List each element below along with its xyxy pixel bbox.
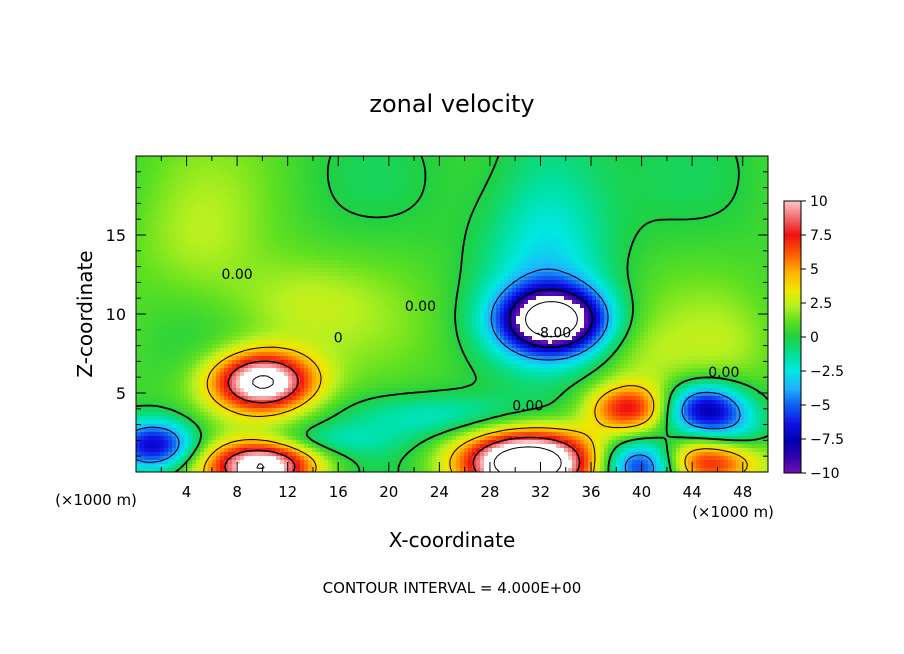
x-unit-label-right: (×1000 m) [692, 503, 774, 521]
chart-title: zonal velocity [369, 90, 534, 118]
x-tick-label: 44 [683, 483, 702, 501]
colorbar-tick-label: 2.5 [810, 296, 832, 312]
colorbar-tick-label: −2.5 [810, 364, 844, 380]
contour-label: 0.00 [405, 299, 436, 315]
contour-level-8 [224, 360, 581, 472]
contour-label: 0 [334, 330, 343, 346]
colorbar-tick-label: 5 [810, 262, 819, 278]
y-axis-ticks: 5 10 15 [106, 171, 768, 457]
x-tick-label: 28 [480, 483, 499, 501]
contour-labels: 0.00 0.00 0 0.00 0.00 -8.00 [222, 267, 740, 414]
x-tick-label: 16 [329, 483, 348, 501]
x-axis-label: X-coordinate [389, 528, 516, 552]
contour-label: 0.00 [708, 365, 739, 381]
x-tick-label: 12 [278, 483, 297, 501]
y-tick-label: 10 [106, 305, 126, 324]
colorbar-tick-label: −10 [810, 466, 840, 482]
y-tick-label: 5 [116, 384, 126, 403]
velocity-field [136, 156, 768, 472]
contour-level-neg12 [525, 301, 578, 338]
contour-label: 0.00 [222, 267, 253, 283]
colorbar-tick-label: −7.5 [810, 432, 844, 448]
y-axis-label: Z-coordinate [73, 250, 97, 377]
x-tick-label: 4 [182, 483, 192, 501]
contour-level-12 [252, 375, 562, 472]
colorbar-tick-label: 0 [810, 330, 819, 346]
contour-lines [136, 156, 768, 472]
contour-label: 0.00 [512, 398, 543, 414]
contour-label: -8.00 [535, 326, 571, 342]
x-tick-label: 8 [232, 483, 242, 501]
contour-interval-note: CONTOUR INTERVAL = 4.000E+00 [323, 579, 582, 597]
x-tick-label: 32 [531, 483, 550, 501]
colorbar-ticks: 10 7.5 5 2.5 0 −2.5 −5 −7.5 −10 [801, 194, 844, 482]
contour-level-4 [203, 346, 748, 472]
colorbar-tick-label: 10 [810, 194, 828, 210]
colorbar-tick-label: −5 [810, 398, 831, 414]
colorbar-tick-label: 7.5 [810, 228, 832, 244]
contour-level-neg4 [136, 268, 741, 472]
colorbar [783, 200, 802, 474]
x-unit-label: (×1000 m) [55, 491, 137, 509]
x-tick-label: 20 [379, 483, 398, 501]
x-tick-label: 24 [430, 483, 449, 501]
x-tick-label: 40 [632, 483, 651, 501]
contour-level-neg8 [508, 288, 594, 349]
y-tick-label: 15 [106, 226, 126, 245]
x-axis-ticks: 4 8 12 16 20 24 28 32 36 40 44 48 [160, 156, 752, 501]
x-tick-label: 36 [581, 483, 600, 501]
x-tick-label: 48 [733, 483, 752, 501]
